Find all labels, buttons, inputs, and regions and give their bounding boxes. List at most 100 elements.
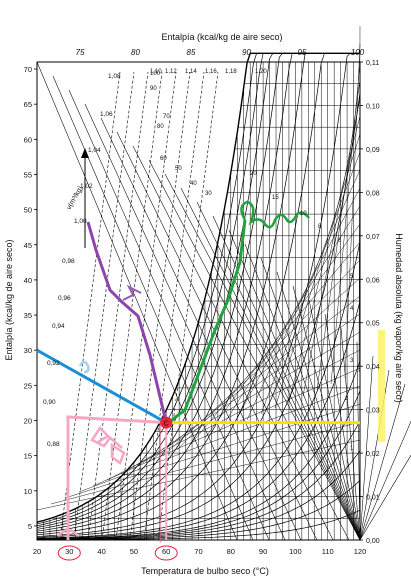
- right-tick: 0,10: [366, 103, 380, 110]
- green-line: [167, 219, 247, 424]
- bottom-tick: 50: [130, 547, 138, 556]
- enthalpy-gridline: [36, 61, 238, 541]
- rh-label: 100: [150, 71, 161, 77]
- rh-label: 70: [163, 114, 170, 120]
- volume-gridline: [115, 71, 177, 541]
- enthalpy-gridline: [359, 355, 374, 541]
- bottom-axis-label: Temperatura de bulbo seco (°C): [141, 566, 269, 576]
- left-tick: 55: [24, 170, 32, 179]
- rh-curve: [37, 509, 361, 541]
- rh-label: 10: [300, 211, 307, 217]
- rh-curve: [37, 360, 361, 540]
- rh-curve: [36, 52, 360, 534]
- rh-label: 20: [250, 171, 257, 177]
- rh-curve: [36, 301, 361, 539]
- volume-gridline: [59, 71, 121, 541]
- marked-temp-circle: [57, 545, 81, 561]
- green-loop: [240, 200, 310, 229]
- enthalpy-gridline: [148, 159, 350, 541]
- adiabatic-gridline: [134, 313, 361, 469]
- right-tick: 0,01: [366, 495, 380, 502]
- enthalpy-gridline: [359, 420, 411, 541]
- adiabatic-gridline: [330, 61, 361, 385]
- enthalpy-gridline: [84, 103, 286, 541]
- right-tick: 0,07: [366, 234, 380, 241]
- left-tick: 20: [24, 417, 32, 426]
- rh-curves: [36, 52, 361, 541]
- pink-mark-3: [57, 528, 79, 537]
- adiabatic-gridline: [316, 79, 361, 391]
- mixing-point-letter: C: [164, 421, 169, 428]
- adiabatic-gridline: [246, 169, 361, 421]
- rh-label: 15: [272, 195, 279, 201]
- left-tick: 65: [24, 100, 32, 109]
- volume-gridline: [129, 71, 191, 541]
- rh-label: 1,12: [165, 69, 177, 75]
- adiabatic-gridline: [78, 385, 361, 493]
- right-tick: 0,04: [366, 364, 380, 371]
- enthalpy-gridline: [356, 341, 361, 541]
- left-tick: 35: [24, 311, 32, 320]
- bottom-tick: 20: [33, 547, 41, 556]
- volume-tick: 0,96: [58, 295, 71, 302]
- adiabatic-gridline: [162, 277, 361, 457]
- right-tick: 0,11: [366, 60, 379, 67]
- adiabatic-gridline: [344, 43, 361, 379]
- volume-tick: 0,94: [52, 323, 65, 330]
- chart-grid: [36, 25, 411, 541]
- rh-label: 1,20: [255, 69, 267, 75]
- bottom-tick: 60: [162, 547, 170, 556]
- adiabatic-gridline: [232, 187, 361, 427]
- rh-curve: [37, 480, 361, 540]
- enthalpy-gridline: [308, 299, 361, 541]
- top-tick: 95: [298, 48, 307, 57]
- rh-label: 1,14: [185, 69, 197, 75]
- left-tick: 10: [24, 487, 32, 496]
- rh-label: 8: [318, 224, 322, 230]
- bottom-tick: 70: [194, 547, 202, 556]
- right-tick: 0,08: [366, 190, 380, 197]
- enthalpy-gridline: [359, 383, 406, 541]
- left-tick: 25: [24, 381, 32, 390]
- right-tick: 0,06: [366, 277, 380, 284]
- blue-mark: [78, 360, 90, 374]
- adiabatic-gridline: [218, 205, 361, 433]
- left-tick: 30: [24, 346, 32, 355]
- top-tick: 75: [76, 48, 85, 57]
- top-tick: 90: [242, 48, 251, 57]
- left-tick: 60: [24, 135, 32, 144]
- rh-curve: [37, 420, 361, 540]
- adiabatic-gridline: [92, 367, 361, 487]
- adiabatic-gridline: [358, 25, 361, 373]
- rh-label: 6: [338, 238, 342, 244]
- enthalpy-gridline: [116, 131, 318, 541]
- adiabatic-gridline: [50, 421, 361, 505]
- rh-label: 4: [350, 306, 354, 312]
- blue-enthalpy-line: [36, 348, 167, 424]
- enthalpy-gridline: [340, 327, 361, 541]
- enthalpy-gridline: [180, 187, 361, 541]
- rh-label: 60: [160, 156, 167, 162]
- volume-gridline: [101, 71, 163, 541]
- rh-curve: [36, 52, 360, 537]
- right-axis-label: Humedad absoluta (kg vapor/kg aire seco): [394, 233, 404, 403]
- left-tick: 45: [24, 241, 32, 250]
- rh-curve: [36, 92, 361, 538]
- adiabatic-gridline: [274, 133, 361, 409]
- yellow-axis-highlight: [378, 330, 385, 442]
- left-tick: 5: [28, 522, 32, 531]
- rh-label: 1: [350, 446, 354, 452]
- rh-label: 1,16: [205, 69, 217, 75]
- rh-curve: [36, 241, 361, 539]
- top-tick: 100: [351, 48, 365, 57]
- volume-tick: 1,06: [100, 111, 113, 118]
- rh-curve: [37, 390, 361, 540]
- rh-label: 30: [205, 191, 212, 197]
- rh-label: 90: [150, 86, 157, 92]
- enthalpy-gridline: [100, 117, 302, 541]
- volume-tick: 0,90: [43, 399, 56, 406]
- volume-gridline: [143, 71, 205, 541]
- pink-mark-1: [90, 426, 123, 449]
- adiabatic-gridline: [204, 223, 361, 439]
